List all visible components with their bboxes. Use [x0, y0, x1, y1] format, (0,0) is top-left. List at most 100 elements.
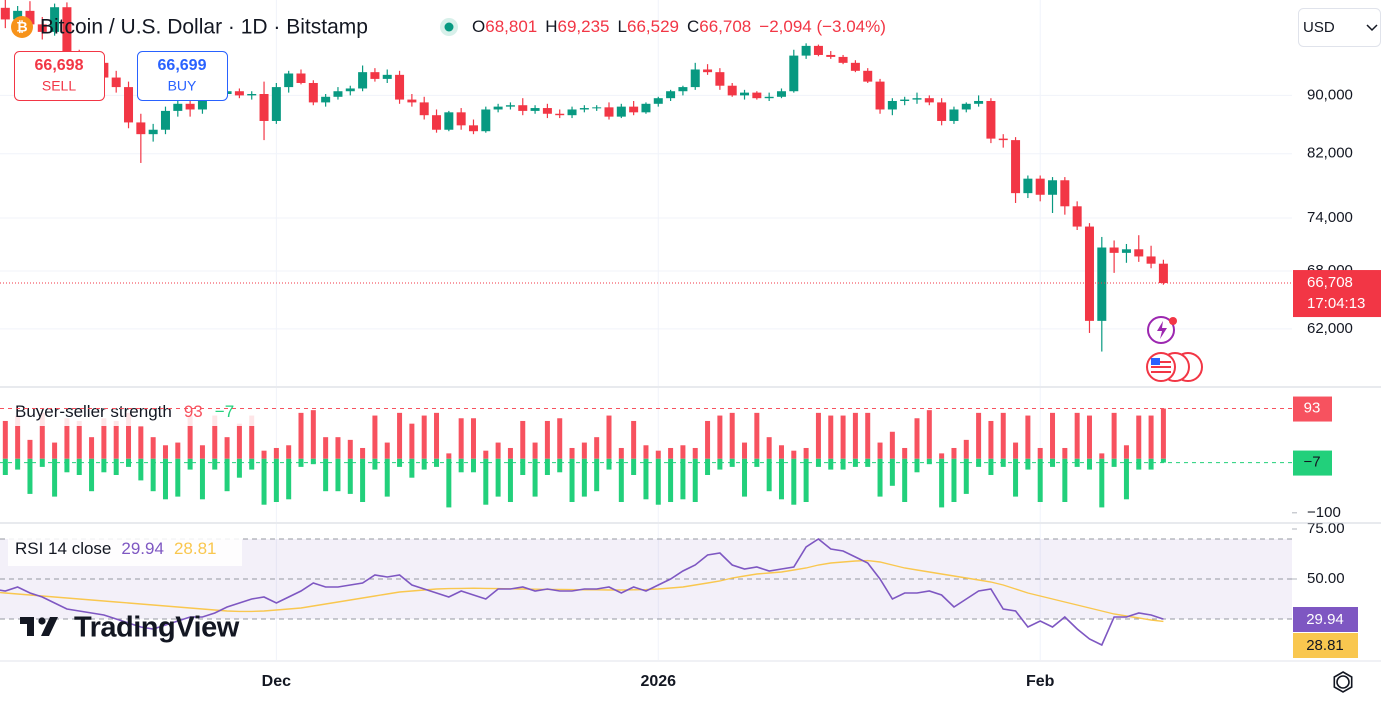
strength-bar: [692, 447, 698, 459]
logo: TradingView: [20, 612, 240, 644]
strength-bar: [261, 450, 267, 459]
strength-bar: [113, 458, 119, 475]
candle-body: [407, 99, 417, 103]
last-value-box: [1293, 450, 1332, 476]
strength-bar: [101, 418, 107, 459]
candle-body: [296, 73, 306, 83]
strength-bar: [778, 445, 784, 459]
strength-bar: [618, 458, 624, 503]
strength-bar: [618, 447, 624, 459]
axes: Dec2026Feb90,00082,00074,00068,00062,000…: [262, 86, 1381, 690]
candle-body: [690, 69, 700, 88]
close-value: 66,708: [699, 17, 751, 36]
strength-bar: [421, 415, 427, 459]
strength-bar: [384, 458, 390, 497]
strength-bar: [840, 415, 846, 459]
strength-bar: [668, 447, 674, 459]
countdown-label: 17:04:13: [1307, 295, 1365, 312]
candle-body: [887, 100, 897, 110]
strength-bar: [988, 458, 994, 475]
candle-body: [937, 102, 947, 121]
candle-body: [1121, 249, 1131, 253]
strength-bar: [877, 442, 883, 459]
indicator-legend: Buyer-seller strength 93 −7: [15, 402, 234, 421]
strength-bar: [1062, 458, 1068, 503]
logo-mark: [20, 617, 34, 636]
strength-bar: [778, 458, 784, 500]
strength-bar: [323, 437, 329, 459]
candle-body: [62, 7, 72, 54]
candle-body: [136, 122, 146, 135]
strength-bar: [988, 420, 994, 459]
strength-bar: [766, 458, 772, 492]
brand-name: TradingView: [74, 612, 240, 644]
candle-body: [271, 87, 281, 121]
strength-bar: [175, 442, 181, 459]
settings-icon[interactable]: [1336, 675, 1350, 689]
candle-body: [986, 100, 996, 139]
event-bolt: [1157, 321, 1167, 339]
strength-bar: [668, 458, 674, 503]
candle-body: [850, 62, 860, 71]
candle-body: [148, 129, 158, 135]
candle-body: [0, 7, 10, 20]
strength-bar: [705, 458, 711, 475]
strength-bar: [409, 458, 415, 478]
strength-bar: [1086, 458, 1092, 470]
strength-bar: [532, 442, 538, 459]
strength-bar: [298, 412, 304, 459]
strength-bar: [187, 458, 193, 470]
candle-body: [284, 73, 294, 88]
y-tick-label: 75.00: [1307, 520, 1345, 537]
strength-bar: [606, 415, 612, 459]
strength-bar: [1099, 458, 1105, 508]
candle-body: [567, 109, 577, 116]
strength-bar: [1136, 458, 1142, 470]
candle-body: [185, 103, 195, 110]
candle-body: [13, 10, 23, 20]
strength-bar: [742, 442, 748, 459]
buy-button[interactable]: [137, 51, 228, 101]
strength-bar: [680, 458, 686, 500]
y-tick-label: 82,000: [1307, 145, 1353, 162]
price-pane: [0, 0, 1292, 386]
candle-body: [1134, 249, 1144, 257]
strength-bar: [877, 458, 883, 497]
change-value: −2,094 (−3.04%): [759, 17, 886, 36]
legend-title: RSI 14 close: [15, 539, 111, 558]
candle-body: [370, 72, 380, 79]
candle-body: [321, 96, 331, 103]
strength-bar: [557, 458, 563, 473]
candle-body: [505, 105, 515, 107]
close-label: C: [687, 17, 699, 36]
candle-body: [25, 10, 35, 25]
strength-bar: [507, 447, 513, 459]
candle-body: [826, 54, 836, 57]
candle-body: [678, 87, 688, 92]
strength-bar: [224, 437, 230, 459]
strength-bar: [729, 458, 735, 467]
sell-button[interactable]: [14, 51, 105, 101]
strength-bar: [791, 450, 797, 459]
strength-bar: [434, 412, 440, 459]
strength-bar: [458, 458, 464, 473]
candle-body: [358, 72, 368, 89]
candle-body: [1146, 256, 1156, 264]
strength-bar: [76, 458, 82, 475]
sell-price: 66,698: [35, 57, 84, 74]
candle-body: [481, 109, 491, 132]
candle-body: [382, 74, 392, 79]
strength-bar: [249, 458, 255, 470]
strength-bar: [717, 415, 723, 459]
candle-body: [432, 115, 442, 130]
strength-bar: [64, 458, 70, 473]
legend-value: −7: [215, 402, 234, 421]
strength-bar: [212, 458, 218, 470]
strength-bar: [1111, 412, 1117, 459]
candle-body: [616, 106, 626, 117]
strength-bar: [569, 458, 575, 503]
strength-bar: [138, 458, 144, 481]
strength-bar: [791, 458, 797, 505]
strength-bar: [310, 458, 316, 465]
